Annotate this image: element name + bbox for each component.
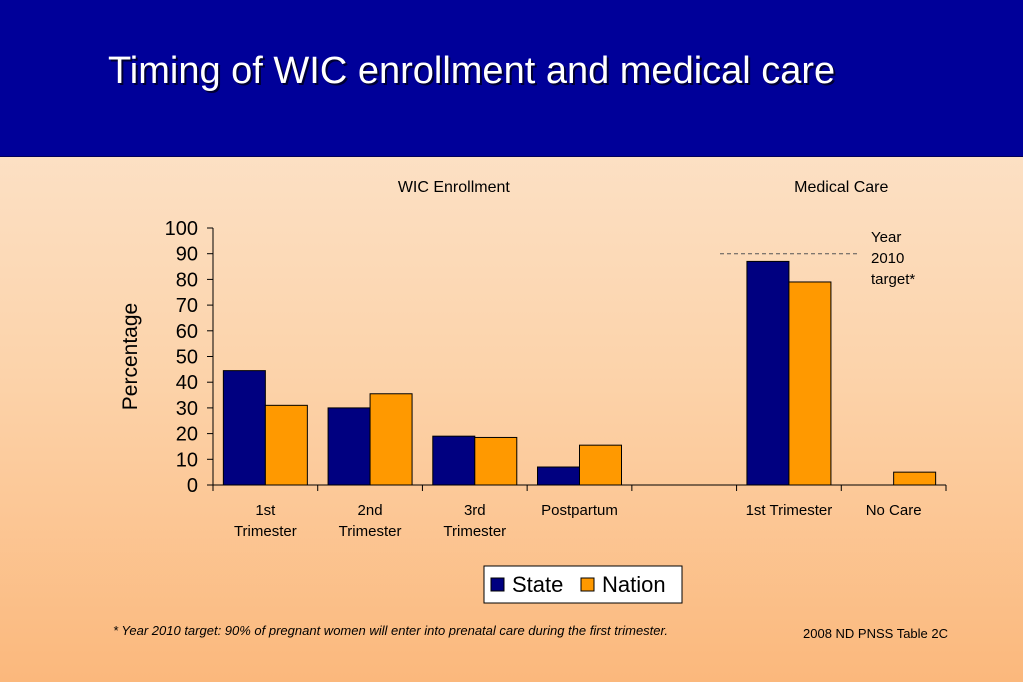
bar-nation-6 — [893, 471, 937, 486]
title-bar: Timing of WIC enrollment and medical car… — [0, 0, 1023, 157]
y-tick-label: 80 — [176, 269, 198, 291]
y-tick-label: 10 — [176, 449, 198, 471]
legend-swatch-nation — [580, 577, 595, 592]
y-axis-label: Percentage — [119, 303, 142, 410]
x-category-label: No Care — [866, 502, 922, 519]
x-category-label: Trimester — [234, 523, 297, 540]
y-tick-label: 20 — [176, 424, 198, 446]
legend-label-nation: Nation — [602, 572, 666, 597]
bar-state-0 — [222, 370, 266, 486]
target-label: Year — [871, 229, 901, 246]
y-tick-label: 30 — [176, 398, 198, 420]
y-tick-label: 50 — [176, 347, 198, 369]
x-category-label: Trimester — [339, 523, 402, 540]
group-label-0: WIC Enrollment — [398, 179, 511, 196]
bar-state-5 — [746, 260, 790, 486]
y-tick-label: 40 — [176, 372, 198, 394]
target-label: 2010 — [871, 250, 904, 267]
x-category-label: 1st Trimester — [746, 502, 833, 519]
source-note: 2008 ND PNSS Table 2C — [803, 626, 949, 641]
target-label: target* — [871, 271, 915, 288]
x-category-label: 1st — [255, 502, 276, 519]
bar-state-1 — [327, 407, 371, 486]
y-tick-label: 70 — [176, 295, 198, 317]
group-label-1: Medical Care — [794, 179, 888, 196]
legend-swatch-state — [490, 577, 505, 592]
y-tick-label: 0 — [187, 475, 198, 497]
bar-nation-2 — [474, 436, 518, 486]
footnote: * Year 2010 target: 90% of pregnant wome… — [113, 623, 668, 638]
y-tick-label: 60 — [176, 321, 198, 343]
x-category-label: Trimester — [443, 523, 506, 540]
y-tick-label: 100 — [165, 218, 198, 240]
legend-label-state: State — [512, 572, 563, 597]
x-category-label: 3rd — [464, 502, 486, 519]
slide-title: Timing of WIC enrollment and medical car… — [108, 50, 836, 92]
bar-state-3 — [537, 466, 580, 486]
x-category-label: Postpartum — [541, 502, 618, 519]
y-tick-label: 90 — [176, 244, 198, 266]
x-category-label: 2nd — [358, 502, 383, 519]
bar-nation-1 — [369, 393, 413, 486]
bar-state-2 — [432, 435, 476, 486]
bar-nation-3 — [579, 444, 622, 486]
bar-nation-5 — [788, 281, 832, 486]
bar-nation-0 — [264, 404, 308, 486]
